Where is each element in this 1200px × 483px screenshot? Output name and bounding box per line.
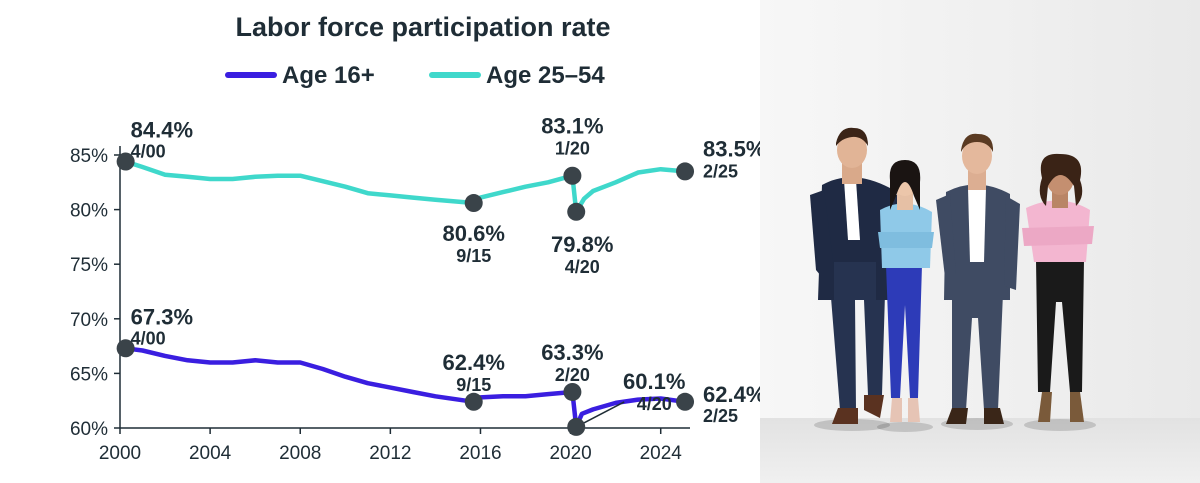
annotation-connector [575,401,625,428]
x-tick-label: 2004 [189,443,232,464]
series-lines [123,159,688,430]
annotation-date: 1/20 [555,139,590,159]
people-illustration [810,127,1096,432]
business-team-photo [760,0,1200,483]
annotation-marker [567,202,586,221]
axes [119,146,690,429]
annotation-value: 63.3% [541,340,603,365]
annotation-value: 62.4% [443,350,505,375]
chart-title: Labor force participation rate [235,12,610,42]
x-tick-label: 2020 [549,443,591,464]
y-tick-label: 60% [70,419,108,440]
person-woman-pink-shirt [1022,153,1094,422]
person-woman-light-blue-shirt [878,160,934,422]
annotation-date: 2/20 [555,365,590,385]
annotation-date: 9/15 [456,375,491,395]
annotation-value: 83.5% [703,136,760,161]
annotation-marker [464,392,483,411]
annotation-connectors [575,401,625,428]
annotation-date: 4/00 [131,142,166,162]
y-tick-label: 80% [70,201,108,222]
x-tick-label: 2012 [369,443,411,464]
annotation-value: 79.8% [551,232,613,257]
legend: Age 16+ Age 25–54 [225,62,605,89]
y-tick-label: 65% [70,364,108,385]
annotation-date: 4/00 [131,328,166,348]
annotation-date: 2/25 [703,406,738,426]
annotation-marker [116,339,135,358]
legend-label-age-16-plus: Age 16+ [282,62,375,89]
annotation-date: 9/15 [456,246,491,266]
annotation-value: 60.1% [623,369,685,394]
legend-label-age-25-54: Age 25–54 [486,62,605,89]
annotation-marker [464,194,483,213]
annotation-marker [676,392,695,411]
y-tick-label: 75% [70,255,108,276]
annotation-marker [563,382,582,401]
x-ticks: 2000 2004 2008 2012 2016 2020 2024 [99,428,682,464]
x-tick-label: 2008 [279,443,321,464]
annotation-value: 83.1% [541,114,603,139]
annotation-value: 62.4% [703,382,760,407]
annotation-value: 80.6% [443,221,505,246]
annotation-marker [676,162,695,181]
annotation-marker [563,166,582,185]
series-line-age-16-plus [123,346,688,430]
y-tick-label: 70% [70,310,108,331]
floor [760,418,1200,483]
y-tick-label: 85% [70,146,108,167]
y-ticks: 60% 65% 70% 75% 80% 85% [70,146,120,440]
annotation-date: 4/20 [637,394,672,414]
person-man-navy-suit [810,127,902,424]
annotation-date: 2/25 [703,161,738,181]
annotation-value: 67.3% [131,304,193,329]
x-tick-label: 2016 [459,443,501,464]
annotation-markers [116,152,695,436]
x-tick-label: 2000 [99,443,141,464]
labor-force-chart: Labor force participation rate Age 16+ A… [70,12,760,464]
annotation-date: 4/20 [565,257,600,277]
annotation-marker [567,417,586,436]
chart-svg: Labor force participation rate Age 16+ A… [70,12,760,464]
person-man-gray-suit [936,133,1020,424]
x-tick-label: 2024 [640,443,683,464]
annotation-marker [116,152,135,171]
series-line-age-25-54 [123,159,688,215]
annotation-value: 84.4% [131,118,193,143]
